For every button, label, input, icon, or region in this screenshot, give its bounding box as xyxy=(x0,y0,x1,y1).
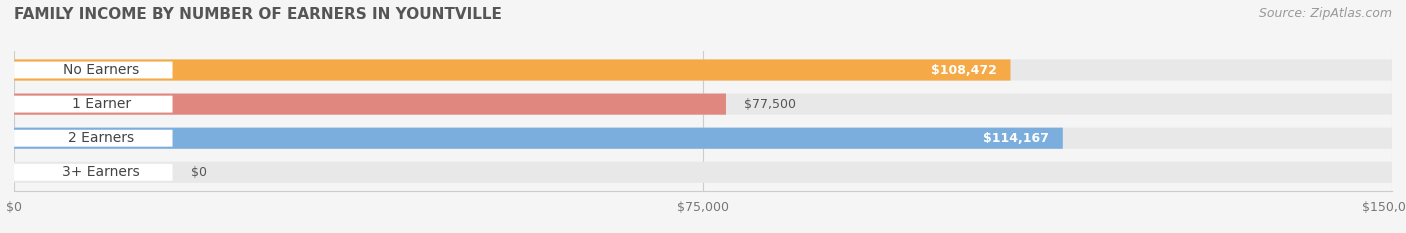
Text: FAMILY INCOME BY NUMBER OF EARNERS IN YOUNTVILLE: FAMILY INCOME BY NUMBER OF EARNERS IN YO… xyxy=(14,7,502,22)
FancyBboxPatch shape xyxy=(14,93,1392,115)
Text: $0: $0 xyxy=(191,166,207,179)
FancyBboxPatch shape xyxy=(14,62,173,79)
FancyBboxPatch shape xyxy=(14,162,1392,183)
Text: No Earners: No Earners xyxy=(63,63,139,77)
FancyBboxPatch shape xyxy=(14,128,1063,149)
Text: 3+ Earners: 3+ Earners xyxy=(62,165,141,179)
FancyBboxPatch shape xyxy=(14,93,725,115)
FancyBboxPatch shape xyxy=(14,59,1392,81)
Text: $114,167: $114,167 xyxy=(983,132,1049,145)
FancyBboxPatch shape xyxy=(14,128,1392,149)
FancyBboxPatch shape xyxy=(14,130,173,147)
Text: Source: ZipAtlas.com: Source: ZipAtlas.com xyxy=(1258,7,1392,20)
Text: 2 Earners: 2 Earners xyxy=(67,131,135,145)
Text: 1 Earner: 1 Earner xyxy=(72,97,131,111)
FancyBboxPatch shape xyxy=(14,59,1011,81)
FancyBboxPatch shape xyxy=(14,164,173,181)
FancyBboxPatch shape xyxy=(14,96,173,113)
Text: $108,472: $108,472 xyxy=(931,64,997,76)
Text: $77,500: $77,500 xyxy=(744,98,796,111)
